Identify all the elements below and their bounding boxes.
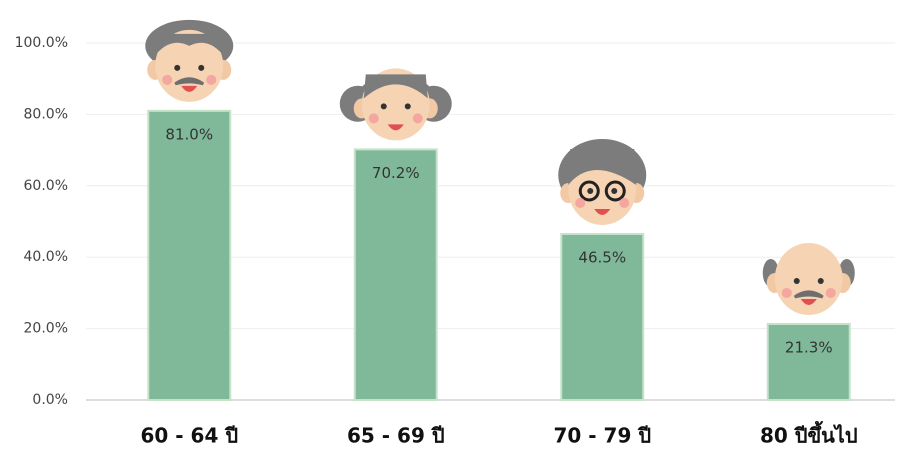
hair-top — [363, 74, 428, 99]
eye — [793, 277, 800, 284]
mustache — [793, 290, 824, 299]
mouth — [594, 208, 611, 215]
face-icon — [339, 68, 452, 141]
y-tick-label: 40.0% — [24, 249, 68, 265]
eye — [380, 103, 387, 110]
mustache — [174, 77, 205, 86]
value-label: 21.3% — [785, 338, 833, 356]
eye — [198, 64, 205, 71]
y-tick-label: 80.0% — [24, 106, 68, 122]
y-tick-label: 0.0% — [32, 392, 68, 408]
cheek — [206, 74, 217, 85]
y-tick-label: 20.0% — [24, 321, 68, 337]
x-tick-label: 70 - 79 ปี — [553, 424, 651, 448]
hair-top — [568, 148, 637, 185]
bar — [353, 148, 438, 401]
y-tick-label: 60.0% — [24, 178, 68, 194]
eye — [587, 187, 594, 194]
cheek — [412, 113, 423, 124]
cheek — [781, 287, 792, 298]
mouth — [387, 124, 404, 131]
hair-top — [153, 33, 226, 58]
face-icon — [145, 19, 234, 102]
value-label: 46.5% — [578, 248, 626, 266]
cheek — [825, 287, 836, 298]
x-tick-label: 60 - 64 ปี — [140, 424, 238, 448]
bar — [560, 232, 645, 401]
cheek — [575, 197, 586, 208]
value-label: 70.2% — [372, 164, 420, 182]
bar — [766, 322, 851, 402]
glasses — [578, 180, 600, 202]
eye — [174, 64, 181, 71]
x-tick-label: 80 ปีขึ้นไป — [760, 421, 858, 448]
value-label: 81.0% — [165, 125, 213, 143]
cheek — [619, 197, 630, 208]
eye — [611, 187, 618, 194]
face-icon — [762, 242, 855, 315]
eye — [817, 277, 824, 284]
head — [155, 29, 224, 102]
cheek — [162, 74, 173, 85]
glasses — [604, 180, 626, 202]
eye — [404, 103, 411, 110]
cheek — [368, 113, 379, 124]
mouth — [181, 85, 198, 92]
bar — [147, 109, 232, 402]
y-tick-label: 100.0% — [15, 35, 68, 51]
mouth — [800, 298, 817, 305]
face-icon — [558, 138, 647, 225]
x-tick-label: 65 - 69 ปี — [347, 424, 445, 448]
head — [774, 242, 843, 315]
